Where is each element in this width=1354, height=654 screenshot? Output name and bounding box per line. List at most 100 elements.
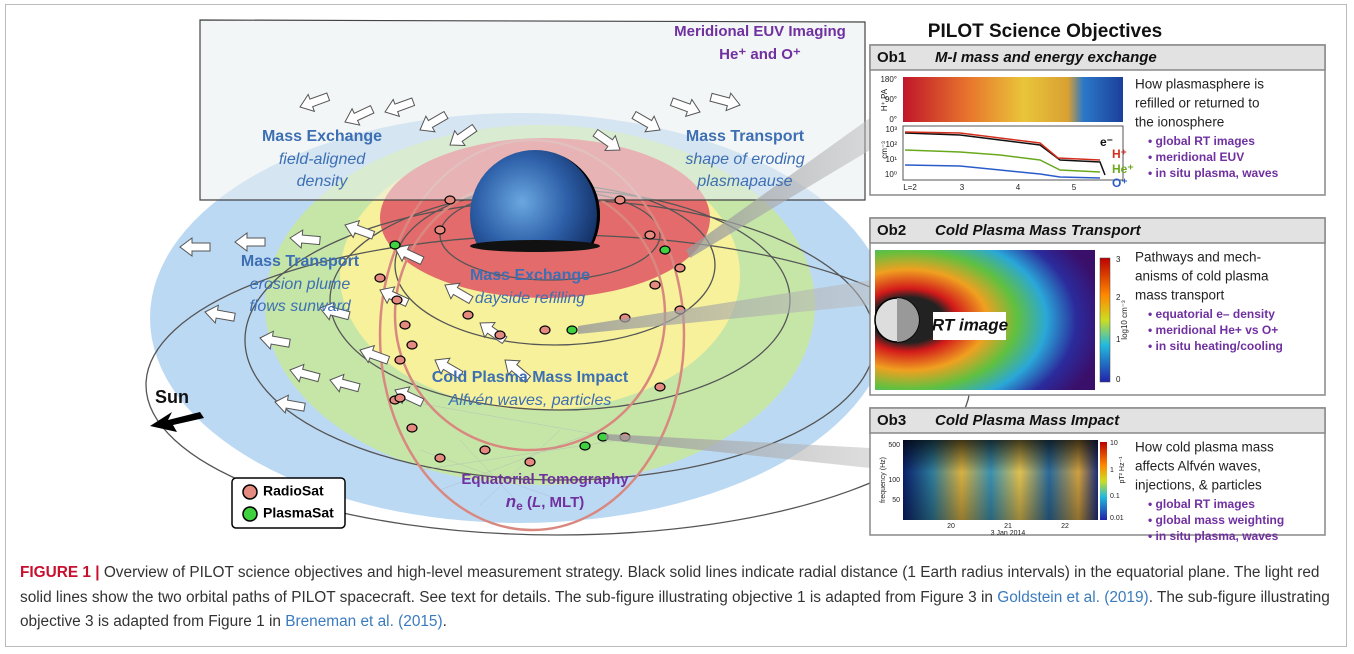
region-subtitle: shape of eroding xyxy=(685,151,804,168)
panel-description: How plasmasphere is xyxy=(1135,77,1264,92)
species-label: H⁺ xyxy=(1112,147,1127,161)
panel-bullet: • equatorial e– density xyxy=(1148,307,1275,321)
satellites xyxy=(374,195,686,467)
arrow xyxy=(631,110,661,133)
satellite xyxy=(479,445,491,455)
species-line xyxy=(904,164,1101,179)
arrow xyxy=(289,229,321,250)
connector xyxy=(606,434,870,468)
tomography-part: , MLT) xyxy=(541,494,584,511)
plot-label: 0.01 xyxy=(1110,515,1124,522)
panel-header xyxy=(869,407,1326,434)
arrow xyxy=(344,105,375,126)
panel-title: M-I mass and energy exchange xyxy=(935,49,1157,66)
panel-description: How cold plasma mass xyxy=(1135,440,1274,455)
plot-label: 10 xyxy=(1110,440,1118,447)
region-title: Mass Transport xyxy=(241,253,360,270)
satellite xyxy=(391,295,403,305)
colorbar-label: log10 cm⁻³ xyxy=(1120,300,1129,340)
panel-header xyxy=(869,44,1326,71)
plot-label: L=2 xyxy=(903,183,917,192)
panel-id: Ob1 xyxy=(877,49,906,66)
arrow xyxy=(204,304,236,325)
panel-title: Cold Plasma Mass Transport xyxy=(935,222,1142,239)
colorbar xyxy=(1100,442,1107,520)
plot-label: frequency (Hz) xyxy=(880,457,887,503)
tomography-part: e xyxy=(516,499,523,513)
arrow xyxy=(419,110,449,133)
panel-bullet: • meridional He+ vs O+ xyxy=(1148,323,1278,337)
satellite xyxy=(579,441,591,451)
caption-reference[interactable]: Goldstein et al. (2019) xyxy=(997,588,1149,606)
satellite xyxy=(434,225,446,235)
arrow xyxy=(669,97,701,118)
earth xyxy=(470,150,600,246)
plot-label: 20 xyxy=(947,523,955,530)
colorbar-tick: 2 xyxy=(1116,293,1121,302)
satellite xyxy=(524,457,536,467)
satellite xyxy=(654,382,666,392)
connector xyxy=(578,280,870,334)
arrow xyxy=(344,219,376,240)
connector xyxy=(686,118,870,258)
panel-bullet: • in situ heating/cooling xyxy=(1148,339,1283,353)
plot-label: 10⁰ xyxy=(885,170,897,179)
plot-label: pT² Hz⁻¹ xyxy=(1119,456,1126,484)
colorbar-tick: 3 xyxy=(1116,255,1121,264)
region-subtitle: dayside refilling xyxy=(475,290,585,307)
caption-text: . The sub-figure illustrating objective … xyxy=(20,588,1330,631)
satellite xyxy=(462,310,474,320)
satellite xyxy=(644,230,656,240)
panel-id: Ob2 xyxy=(877,222,906,239)
region-title: Cold Plasma Mass Impact xyxy=(432,369,629,386)
panel-description: injections, & particles xyxy=(1135,478,1262,493)
panel-description: the ionosphere xyxy=(1135,115,1224,130)
legend-marker xyxy=(242,484,258,500)
satellite xyxy=(494,330,506,340)
region-subtitle: field-aligned xyxy=(279,151,366,168)
panel-bullet: • global RT images xyxy=(1148,134,1255,148)
panel-description: Pathways and mech- xyxy=(1135,250,1261,265)
plot-label: cm⁻³ xyxy=(880,141,889,159)
satellite xyxy=(374,273,386,283)
meridional-plane xyxy=(199,19,866,201)
arrow xyxy=(274,394,306,415)
panel-id: Ob3 xyxy=(877,412,906,429)
plot-label: 3 Jan 2014 xyxy=(991,530,1026,537)
arrow xyxy=(359,344,391,365)
region-subtitle: density xyxy=(297,173,349,190)
panel-description: anisms of cold plasma xyxy=(1135,269,1269,284)
colorbar-tick: 0 xyxy=(1116,375,1121,384)
caption-reference[interactable]: Breneman et al. (2015) xyxy=(285,613,443,630)
plot-label: 0.1 xyxy=(1110,493,1120,500)
plot-label: 1 xyxy=(1110,467,1114,474)
species-label: e⁻ xyxy=(1100,135,1113,149)
species-label: O⁺ xyxy=(1112,176,1128,190)
plot-label: 50 xyxy=(892,497,900,504)
plot-label: 0° xyxy=(889,115,897,124)
satellite xyxy=(539,325,551,335)
arrow xyxy=(449,123,478,147)
arrow xyxy=(319,301,351,321)
panel-bullet: • meridional EUV xyxy=(1148,150,1244,164)
figure-frame xyxy=(5,4,1347,647)
arrow xyxy=(394,244,425,265)
satellite xyxy=(394,393,406,403)
caption-text: . xyxy=(442,613,447,630)
arrow xyxy=(444,282,474,305)
plot-label: 4 xyxy=(1016,183,1021,192)
satellite xyxy=(614,195,626,205)
satellite xyxy=(659,245,671,255)
satellite xyxy=(434,453,446,463)
plot-label: 5 xyxy=(1072,183,1077,192)
legend-label: RadioSat xyxy=(263,483,324,499)
arrow xyxy=(434,357,464,380)
meridional-title: Meridional EUV Imaging xyxy=(674,23,846,40)
plot-label: H⁺ PA xyxy=(880,88,889,111)
species-line xyxy=(904,131,1101,161)
arrow xyxy=(592,128,621,152)
objectives-title: PILOT Science Objectives xyxy=(928,21,1162,42)
region-subtitle: plasmapause xyxy=(696,173,792,190)
species-line xyxy=(904,149,1101,173)
panel-description: refilled or returned to xyxy=(1135,96,1260,111)
